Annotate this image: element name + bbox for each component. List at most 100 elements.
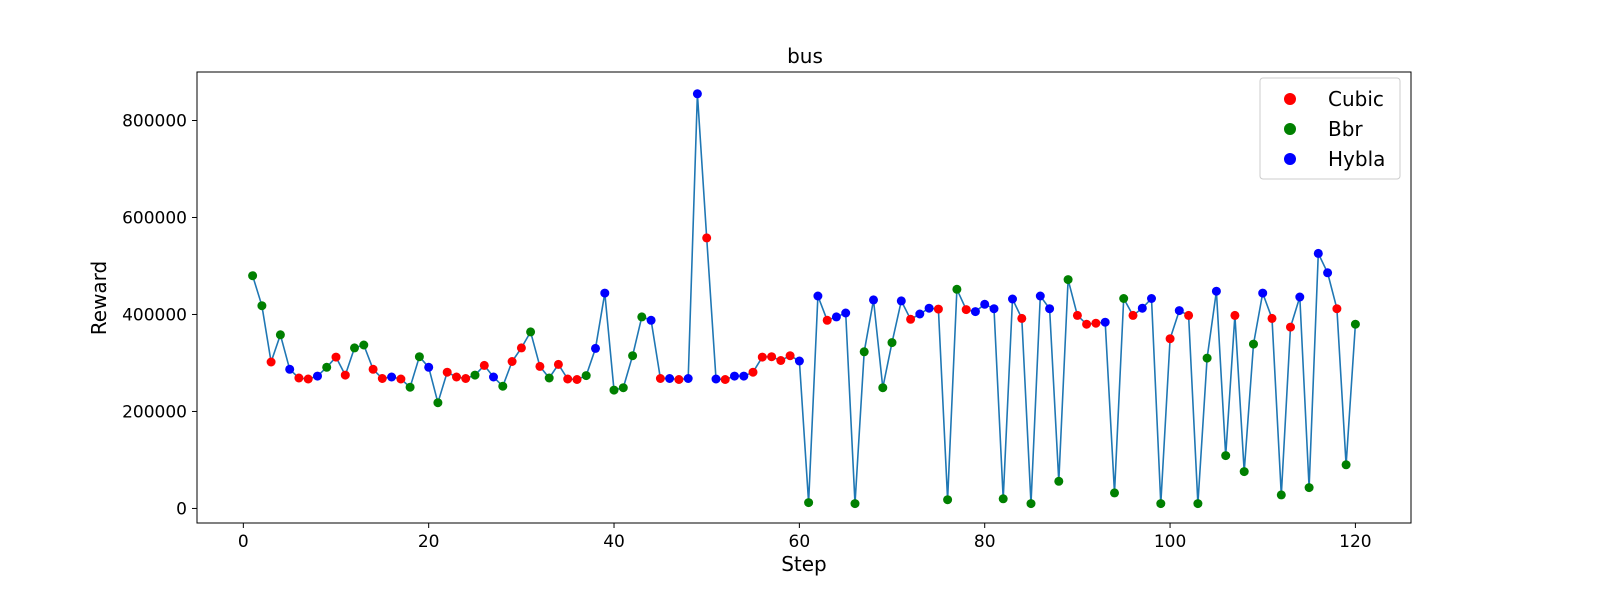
- data-point: [479, 360, 489, 370]
- data-point: [442, 367, 452, 377]
- data-point: [1341, 460, 1351, 470]
- data-point: [711, 374, 721, 384]
- data-point: [507, 357, 517, 366]
- legend-label-hybla: Hybla: [1328, 147, 1385, 171]
- data-point: [720, 375, 730, 384]
- data-point: [692, 89, 702, 99]
- data-point: [887, 338, 897, 348]
- data-point: [414, 352, 424, 362]
- data-point: [387, 372, 397, 382]
- data-point: [257, 301, 267, 311]
- data-point: [553, 359, 563, 369]
- y-tick-label: 0: [176, 499, 187, 519]
- data-point: [970, 307, 980, 317]
- data-point: [489, 372, 498, 382]
- data-point: [1332, 304, 1342, 314]
- data-point: [1276, 490, 1286, 500]
- y-tick-label: 800000: [122, 111, 187, 131]
- data-point: [1174, 306, 1184, 316]
- data-point: [739, 371, 749, 381]
- x-tick-label: 80: [974, 532, 996, 552]
- data-point: [989, 304, 999, 314]
- reward-line: [251, 93, 1357, 505]
- data-point: [896, 296, 906, 306]
- data-point: [266, 357, 276, 367]
- data-point: [1045, 304, 1055, 314]
- data-point: [303, 374, 313, 384]
- legend-marker-bbr: [1284, 123, 1296, 135]
- data-point: [359, 340, 369, 350]
- chart-title: bus: [787, 44, 823, 68]
- data-point: [1008, 294, 1017, 304]
- data-point: [526, 327, 536, 337]
- data-point: [998, 494, 1008, 504]
- legend-label-bbr: Bbr: [1328, 117, 1363, 141]
- data-point: [1295, 292, 1305, 302]
- data-point: [1063, 275, 1073, 285]
- data-point: [275, 330, 285, 340]
- reward-series-line: [251, 93, 1357, 505]
- data-point: [433, 398, 443, 408]
- data-point: [655, 374, 665, 383]
- data-point: [1054, 476, 1064, 486]
- data-point: [1026, 499, 1036, 509]
- data-point: [1202, 353, 1212, 363]
- data-point: [878, 383, 888, 393]
- data-point: [1249, 339, 1258, 349]
- legend-marker-cubic: [1284, 93, 1296, 105]
- data-point: [961, 305, 971, 315]
- data-point: [1091, 318, 1101, 328]
- data-point: [405, 382, 415, 392]
- data-point: [813, 291, 823, 301]
- data-point: [906, 314, 916, 324]
- data-point: [248, 271, 258, 281]
- data-point: [331, 352, 341, 362]
- data-point: [822, 315, 832, 325]
- y-axis: 0 200000 400000 600000 800000: [122, 111, 197, 519]
- data-point: [1323, 268, 1333, 278]
- data-point: [572, 375, 582, 384]
- plot-frame: [196, 71, 1412, 524]
- data-point: [313, 371, 322, 381]
- data-point: [368, 364, 378, 374]
- data-point: [859, 347, 869, 357]
- data-point: [1035, 291, 1045, 301]
- data-point: [1119, 294, 1129, 303]
- data-point: [322, 362, 332, 372]
- data-point: [794, 356, 804, 366]
- data-point: [804, 498, 814, 508]
- data-point: [498, 381, 508, 391]
- data-point: [841, 308, 851, 318]
- data-point: [1211, 286, 1221, 296]
- data-point: [748, 367, 758, 377]
- data-point: [757, 352, 767, 362]
- data-point: [396, 374, 406, 384]
- x-tick-label: 0: [238, 532, 249, 552]
- data-point: [377, 374, 387, 383]
- data-point: [628, 351, 638, 361]
- data-point: [1082, 319, 1092, 329]
- data-point: [943, 495, 953, 505]
- data-point: [1267, 313, 1277, 323]
- data-point: [933, 304, 943, 314]
- data-point: [1313, 248, 1323, 258]
- y-tick-label: 200000: [122, 402, 187, 422]
- data-point: [340, 370, 350, 380]
- data-point: [1072, 310, 1082, 320]
- data-point: [544, 373, 554, 383]
- data-point: [1239, 467, 1249, 477]
- y-axis-label: Reward: [87, 261, 111, 335]
- data-point: [1193, 499, 1203, 509]
- data-point: [952, 284, 962, 294]
- data-point: [980, 299, 990, 309]
- data-point: [516, 343, 526, 353]
- data-point: [461, 374, 471, 383]
- data-point: [1304, 483, 1314, 493]
- data-point: [683, 374, 693, 383]
- data-point: [424, 362, 434, 372]
- x-tick-label: 20: [418, 532, 440, 552]
- data-point: [646, 315, 656, 325]
- x-axis: 0 20 40 60 80 100 120: [238, 523, 1372, 552]
- data-point: [600, 288, 610, 298]
- x-axis-label: Step: [781, 552, 827, 576]
